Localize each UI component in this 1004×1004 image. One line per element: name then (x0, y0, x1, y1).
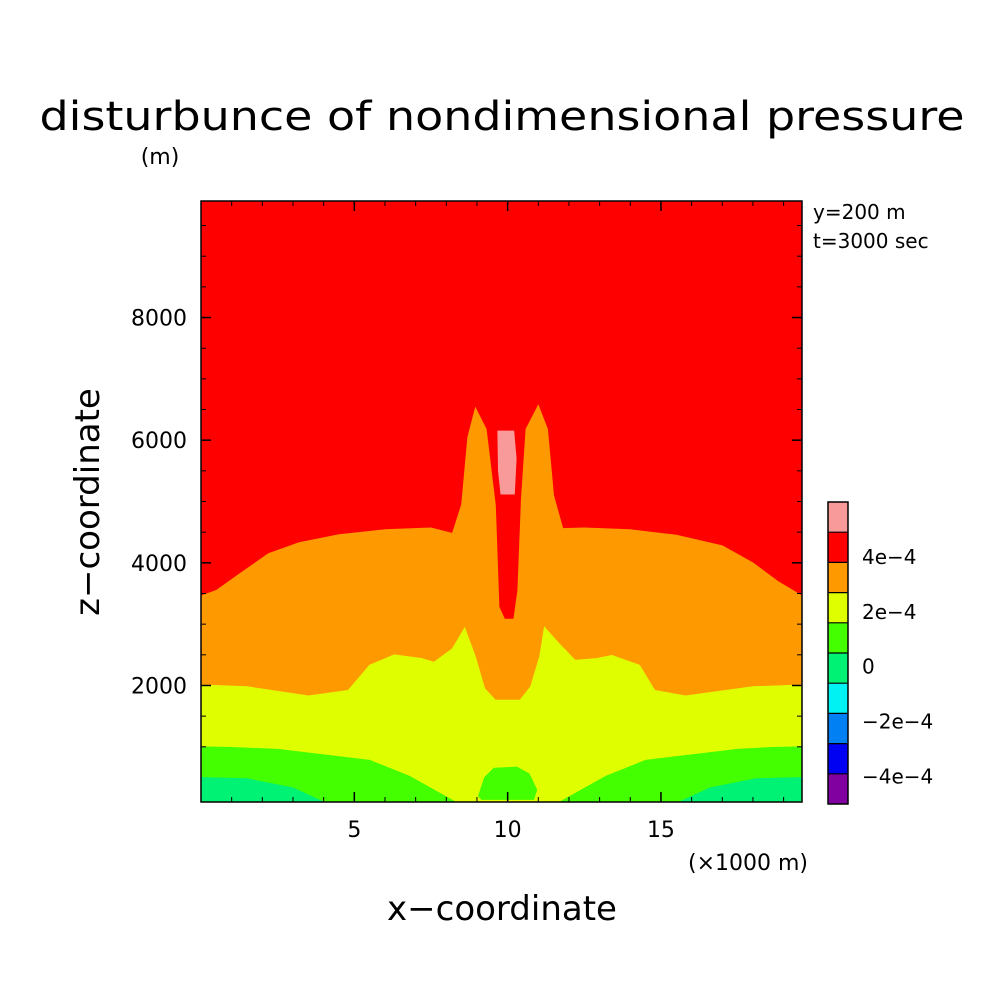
colorbar-swatch (828, 683, 848, 714)
annotation-t: t=3000 sec (813, 229, 929, 253)
y-axis-title: z−coordinate (68, 388, 108, 616)
x-tick-label: 5 (347, 818, 361, 843)
colorbar-swatch (828, 502, 848, 533)
colorbar-swatch (828, 713, 848, 744)
y-tick-label: 8000 (131, 307, 187, 332)
colorbar-frame (827, 501, 849, 805)
annotation-y: y=200 m (813, 200, 906, 224)
contour-band-green (201, 746, 802, 802)
colorbar-swatch (828, 653, 848, 684)
y-unit-label: (m) (141, 145, 180, 170)
colorbar-swatch (828, 592, 848, 623)
contour-cell-pink (497, 430, 517, 495)
x-axis-title: x−coordinate (387, 889, 617, 929)
x-tick-label: 15 (647, 818, 675, 843)
colorbar-swatch (828, 622, 848, 653)
x-unit-label: (×1000 m) (688, 851, 808, 876)
colorbar-swatch (828, 532, 848, 563)
x-tick-label: 10 (494, 818, 522, 843)
colorbar-label: 2e−4 (862, 600, 917, 624)
colorbar-label: −2e−4 (862, 710, 933, 734)
colorbar-swatch (828, 773, 848, 804)
y-tick-label: 6000 (131, 429, 187, 454)
colorbar-label: 4e−4 (862, 545, 917, 569)
colorbar-swatch (828, 743, 848, 774)
colorbar: 4e−4 2e−4 0 −2e−4 −4e−4 (827, 501, 933, 805)
axes: 5 10 15 2000 4000 6000 8000 (131, 200, 803, 843)
y-tick-label: 4000 (131, 552, 187, 577)
contour-band-spring (201, 777, 802, 802)
colorbar-swatch (828, 562, 848, 593)
y-tick-label: 2000 (131, 674, 187, 699)
colorbar-label: 0 (862, 655, 875, 679)
contour-cell-green-bottom (478, 766, 538, 800)
plot-area (201, 201, 802, 802)
chart-title: disturbunce of nondimensional pressure (40, 94, 965, 140)
colorbar-label: −4e−4 (862, 765, 933, 789)
